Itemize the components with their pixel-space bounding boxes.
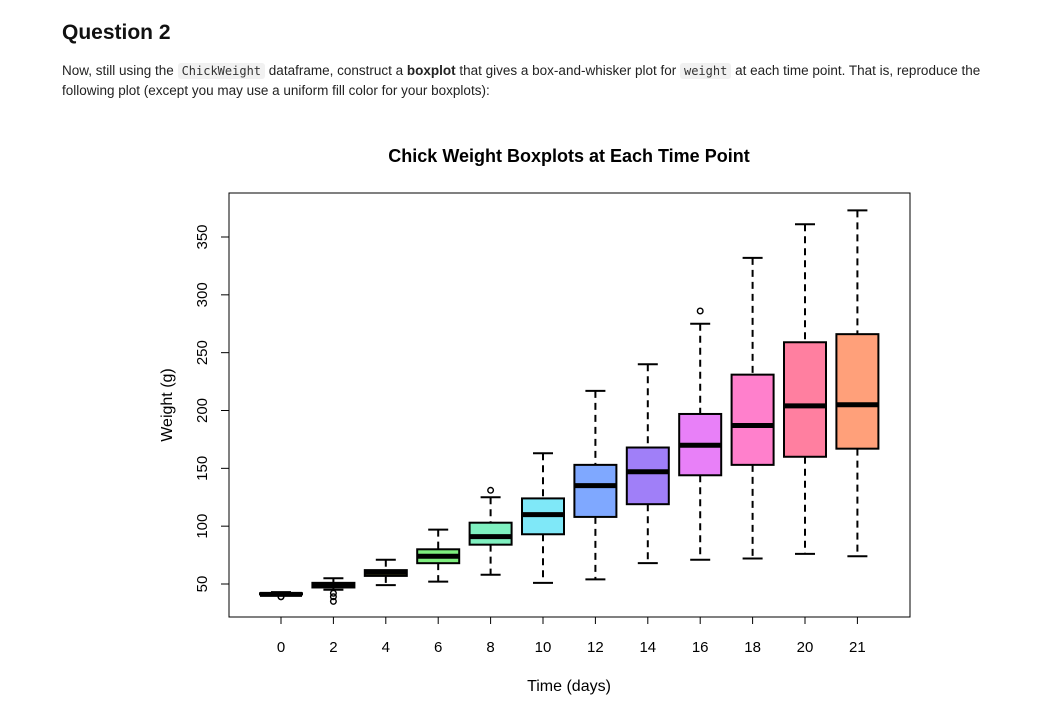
code-weight: weight [679,63,732,79]
x-tick-label: 8 [486,639,494,656]
y-tick-label: 300 [194,282,211,307]
box-12 [573,389,618,581]
box-8 [468,486,513,576]
x-tick-label: 12 [587,639,604,656]
y-tick-label: 100 [194,514,211,539]
instruction-text-1: Now, still using the [62,63,178,78]
box-body [730,373,775,466]
y-tick-label: 250 [194,340,211,365]
x-tick-label: 6 [434,639,442,656]
x-axis: 0 2 4 6 8 10 12 14 16 18 20 21 [277,616,866,656]
x-tick-label: 2 [329,639,337,656]
box-body [573,463,618,518]
x-tick-label: 21 [849,639,866,656]
question-title: Question 2 [62,21,171,44]
code-chickweight: ChickWeight [177,63,266,79]
outlier-point [277,593,285,601]
box-0 [259,591,303,601]
outlier-point [329,597,337,605]
bold-boxplot: boxplot [406,63,456,78]
instruction-text-3: that gives a box-and-whisker plot for [455,63,680,78]
x-tick-label: 16 [692,639,709,656]
y-tick-label: 350 [194,224,211,249]
x-tick-label: 0 [277,639,285,656]
instruction-text-4: at each time point. That is, reproduce t… [62,63,981,98]
box-4 [363,558,408,587]
y-tick-label: 50 [194,576,211,593]
box-body [625,446,670,506]
x-tick-label: 4 [382,639,390,656]
y-tick-label: 200 [194,398,211,423]
outlier-point [487,486,495,494]
outlier-point [329,589,337,597]
x-axis-label: Time (days) [527,678,611,695]
box-6 [416,528,461,583]
y-tick-label: 150 [194,456,211,481]
box-2 [311,577,356,605]
x-tick-label: 18 [744,639,761,656]
box-body [835,333,880,450]
box-body [783,341,827,458]
box-16 [678,307,723,561]
x-tick-label: 14 [639,639,656,656]
box-21 [835,209,880,558]
box-18 [730,256,775,560]
y-axis: 50 100 150 200 250 300 350 [194,224,230,593]
x-tick-label: 20 [797,639,814,656]
box-20 [783,223,827,555]
box-10 [521,452,565,584]
question-instructions: Now, still using the ChickWeight datafra… [62,61,1032,101]
outlier-point [329,593,337,601]
instruction-text-2: dataframe, construct a [265,63,407,78]
x-tick-label: 10 [535,639,552,656]
chart-title: Chick Weight Boxplots at Each Time Point [388,146,749,166]
box-body [468,521,513,546]
boxes-group [259,209,880,605]
outlier-point [696,307,704,315]
y-axis-label: Weight (g) [159,368,176,442]
box-14 [625,363,670,565]
